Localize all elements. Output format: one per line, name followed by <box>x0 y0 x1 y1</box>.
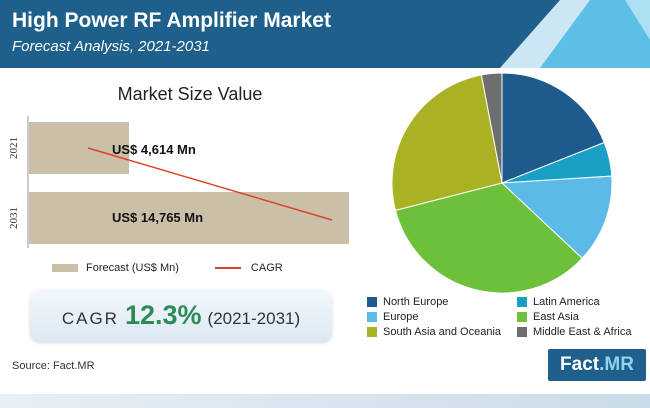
pie-legend-label: East Asia <box>533 311 579 323</box>
page-title: High Power RF Amplifier Market <box>12 9 331 32</box>
cagr-label: CAGR <box>61 309 119 328</box>
logo-main: Fact <box>560 354 600 375</box>
legend-swatch-cagr <box>214 267 241 269</box>
legend-label-cagr: CAGR <box>250 262 283 274</box>
bar-chart <box>27 116 349 248</box>
pie-legend-swatch <box>367 297 377 307</box>
data-label-2021: US$ 4,614 Mn <box>112 142 196 157</box>
pie-legend-swatch <box>367 327 377 337</box>
pie-legend-item: Europe <box>367 311 418 323</box>
tick-label-2031: 2031 <box>8 207 20 229</box>
cagr-text: CAGR 12.3% (2021-2031) <box>30 300 332 331</box>
header-banner: High Power RF Amplifier Market Forecast … <box>0 0 650 68</box>
pie-legend-label: Europe <box>383 311 419 323</box>
source-note: Source: Fact.MR <box>12 360 95 372</box>
pie-legend-item: East Asia <box>517 311 579 323</box>
cagr-value: 12.3% <box>124 300 202 330</box>
footer-band <box>0 394 650 408</box>
tick-label-2021: 2021 <box>8 137 20 159</box>
legend-swatch-forecast <box>52 264 78 272</box>
pie-slice-east-asia <box>394 182 583 294</box>
factmr-logo: Fact.MR <box>548 349 646 381</box>
pie-legend-item: Latin America <box>517 296 600 308</box>
header-stripe-accent <box>540 0 650 68</box>
pie-legend-swatch <box>517 297 527 307</box>
cagr-line <box>87 147 333 221</box>
page-subtitle: Forecast Analysis, 2021-2031 <box>12 38 210 55</box>
pie-legend-item: Middle East & Africa <box>517 326 631 338</box>
pie-legend-label: Middle East & Africa <box>533 326 632 338</box>
cagr-period: (2021-2031) <box>207 309 301 328</box>
pie-legend-label: South Asia and Oceania <box>383 326 502 338</box>
pie-legend-label: North Europe <box>383 296 449 308</box>
bar-2021 <box>29 122 129 174</box>
pie-legend-item: North Europe <box>367 296 448 308</box>
pie-legend-label: Latin America <box>533 296 600 308</box>
logo-text: Fact.MR <box>548 354 646 376</box>
bar-2031 <box>29 192 349 244</box>
header-background <box>0 0 650 68</box>
pie-slice-south-asia-and-oceania <box>391 74 503 211</box>
logo-suffix: .MR <box>599 354 634 375</box>
pie-chart <box>391 72 613 294</box>
pie-legend-item: South Asia and Oceania <box>367 326 501 338</box>
header-stripe-white <box>625 0 650 40</box>
pie-slice-middle-east-africa <box>480 72 503 184</box>
pie-slice-europe <box>500 175 613 260</box>
data-label-2031: US$ 14,765 Mn <box>112 210 204 225</box>
bar-chart-legend: Forecast (US$ Mn) CAGR <box>52 262 283 274</box>
legend-label-forecast: Forecast (US$ Mn) <box>86 262 179 274</box>
pie-legend-swatch <box>517 327 527 337</box>
pie-legend-swatch <box>517 312 527 322</box>
cagr-callout: CAGR 12.3% (2021-2031) <box>30 290 332 342</box>
pie-slice-north-europe <box>501 72 605 184</box>
pie-legend-swatch <box>367 312 377 322</box>
bar-chart-title: Market Size Value <box>117 84 263 104</box>
